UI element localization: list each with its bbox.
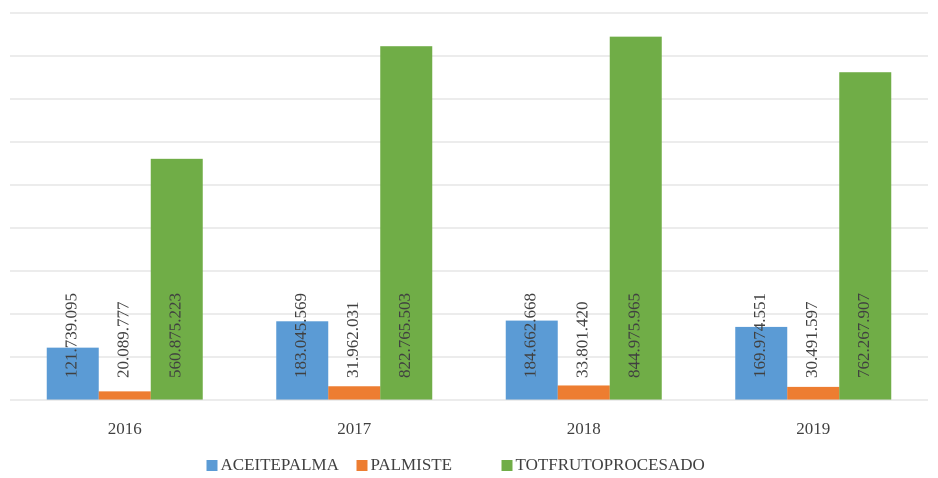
bar <box>276 321 329 400</box>
legend-label: ACEITEPALMA <box>221 455 340 474</box>
data-label: 121.739.095 <box>62 293 81 378</box>
data-label: 30.491.597 <box>802 301 821 378</box>
x-tick-label: 2017 <box>337 419 372 438</box>
bar <box>557 385 610 400</box>
data-label: 31.962.031 <box>343 302 362 379</box>
data-label: 184.662.668 <box>521 293 540 378</box>
bar <box>46 347 99 400</box>
bar <box>150 158 203 400</box>
data-label: 33.801.420 <box>573 302 592 379</box>
legend-swatch <box>356 460 368 471</box>
legend-swatch <box>501 460 513 471</box>
bar <box>505 320 558 400</box>
bar <box>839 72 892 401</box>
bar <box>609 36 662 400</box>
bar <box>787 386 840 400</box>
data-label: 183.045.569 <box>291 293 310 378</box>
x-tick-label: 2019 <box>796 419 830 438</box>
bar <box>98 391 151 400</box>
x-tick-label: 2016 <box>108 419 142 438</box>
x-tick-label: 2018 <box>567 419 601 438</box>
bar <box>380 46 433 400</box>
data-label: 169.974.551 <box>750 293 769 378</box>
data-label: 844.975.965 <box>625 293 644 378</box>
data-label: 20.089.777 <box>114 301 133 378</box>
legend-label: PALMISTE <box>371 455 453 474</box>
bar <box>735 326 788 400</box>
legend-swatch <box>206 460 218 471</box>
data-label: 822.765.503 <box>395 293 414 378</box>
data-label: 560.875.223 <box>166 293 185 378</box>
data-label: 762.267.907 <box>854 293 873 379</box>
bar <box>328 386 381 400</box>
legend-label: TOTFRUTOPROCESADO <box>516 455 705 474</box>
